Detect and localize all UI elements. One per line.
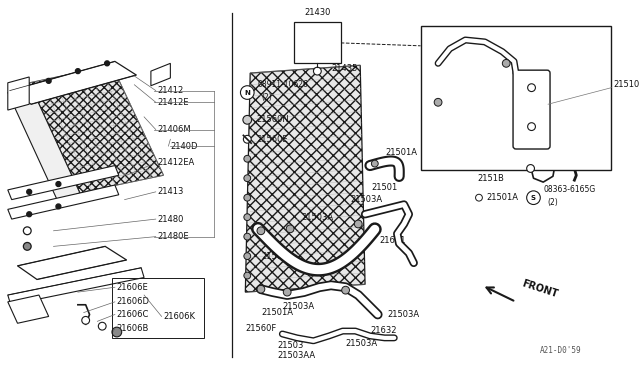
- Circle shape: [342, 286, 349, 294]
- Circle shape: [24, 243, 31, 250]
- Text: 21606D: 21606D: [117, 297, 150, 307]
- Text: 21503A: 21503A: [387, 310, 420, 319]
- Circle shape: [527, 164, 534, 172]
- Text: 08363-6165G: 08363-6165G: [543, 185, 595, 195]
- Polygon shape: [8, 185, 119, 219]
- Text: 21503A: 21503A: [302, 213, 334, 222]
- Circle shape: [27, 212, 31, 217]
- Text: 21632: 21632: [370, 326, 396, 334]
- Text: A21-D0'59: A21-D0'59: [540, 346, 582, 355]
- Text: 21412E: 21412E: [157, 98, 189, 107]
- FancyBboxPatch shape: [420, 26, 611, 170]
- Text: 21406M: 21406M: [157, 125, 191, 134]
- Circle shape: [56, 204, 61, 209]
- Text: 2151B: 2151B: [477, 174, 504, 183]
- Circle shape: [244, 214, 251, 221]
- Text: 21503A: 21503A: [351, 195, 383, 204]
- Text: 21560F: 21560F: [245, 324, 276, 333]
- Polygon shape: [8, 77, 29, 110]
- Text: 21412EA: 21412EA: [157, 158, 195, 167]
- Circle shape: [244, 253, 251, 260]
- FancyBboxPatch shape: [294, 22, 340, 63]
- Text: 21480E: 21480E: [157, 232, 189, 241]
- Circle shape: [286, 225, 294, 233]
- Circle shape: [244, 175, 251, 182]
- Text: 21412: 21412: [157, 86, 184, 95]
- Circle shape: [244, 272, 251, 279]
- Text: 21413: 21413: [157, 187, 184, 196]
- Circle shape: [371, 160, 378, 167]
- Text: 21480: 21480: [157, 215, 184, 224]
- Text: 21606E: 21606E: [117, 283, 148, 292]
- Circle shape: [243, 115, 252, 124]
- Polygon shape: [245, 65, 365, 292]
- Text: N: N: [244, 90, 250, 96]
- Text: 21516: 21516: [525, 55, 552, 64]
- Text: (2): (2): [547, 198, 558, 207]
- Text: 21503A: 21503A: [282, 302, 314, 311]
- Text: 21510: 21510: [613, 80, 639, 89]
- Circle shape: [243, 135, 251, 143]
- Text: 21606K: 21606K: [164, 312, 196, 321]
- Text: (2): (2): [261, 93, 271, 102]
- Text: 21501E: 21501E: [430, 35, 462, 44]
- Polygon shape: [8, 268, 144, 305]
- Text: 21606C: 21606C: [117, 310, 149, 319]
- Polygon shape: [151, 63, 170, 86]
- Text: 21501: 21501: [372, 183, 398, 192]
- Circle shape: [527, 191, 540, 205]
- Text: 21631: 21631: [380, 236, 406, 245]
- Circle shape: [244, 155, 251, 162]
- Text: 21501E: 21501E: [440, 106, 472, 115]
- Text: 21503AA: 21503AA: [278, 351, 316, 360]
- Polygon shape: [10, 61, 136, 104]
- Text: 21560N: 21560N: [256, 115, 289, 124]
- Circle shape: [314, 67, 321, 75]
- Circle shape: [257, 227, 265, 235]
- Polygon shape: [29, 65, 164, 193]
- Circle shape: [244, 233, 251, 240]
- Text: 21560E: 21560E: [256, 135, 287, 144]
- Polygon shape: [8, 166, 119, 200]
- Circle shape: [244, 194, 251, 201]
- Text: 21501A: 21501A: [261, 308, 293, 317]
- Text: 21515: 21515: [525, 41, 552, 50]
- Circle shape: [46, 78, 51, 83]
- Text: 2140D: 2140D: [170, 142, 198, 151]
- Circle shape: [502, 60, 510, 67]
- Circle shape: [434, 98, 442, 106]
- Circle shape: [257, 285, 265, 293]
- FancyBboxPatch shape: [513, 70, 550, 149]
- Circle shape: [105, 61, 109, 66]
- Text: S: S: [531, 195, 536, 201]
- Circle shape: [56, 182, 61, 186]
- Circle shape: [99, 322, 106, 330]
- Circle shape: [82, 317, 90, 324]
- Circle shape: [527, 123, 536, 131]
- Circle shape: [24, 227, 31, 235]
- Text: FRONT: FRONT: [521, 278, 559, 299]
- Polygon shape: [17, 246, 127, 279]
- Text: 21503A: 21503A: [346, 339, 378, 348]
- Circle shape: [241, 86, 254, 99]
- Text: 21501A: 21501A: [385, 148, 417, 157]
- Circle shape: [476, 194, 483, 201]
- Text: 21501A: 21501A: [487, 193, 519, 202]
- Circle shape: [27, 189, 31, 194]
- Text: 21430: 21430: [304, 7, 330, 17]
- Circle shape: [112, 327, 122, 337]
- Circle shape: [527, 84, 536, 92]
- Circle shape: [284, 288, 291, 296]
- Text: 08911-10626: 08911-10626: [257, 80, 308, 89]
- Text: 21435: 21435: [331, 64, 357, 73]
- Polygon shape: [8, 295, 49, 323]
- Polygon shape: [8, 83, 80, 202]
- Circle shape: [355, 220, 362, 228]
- Text: 21606B: 21606B: [117, 324, 149, 333]
- Circle shape: [76, 69, 80, 74]
- Text: 21503: 21503: [278, 341, 304, 350]
- Text: 21501A: 21501A: [261, 251, 293, 261]
